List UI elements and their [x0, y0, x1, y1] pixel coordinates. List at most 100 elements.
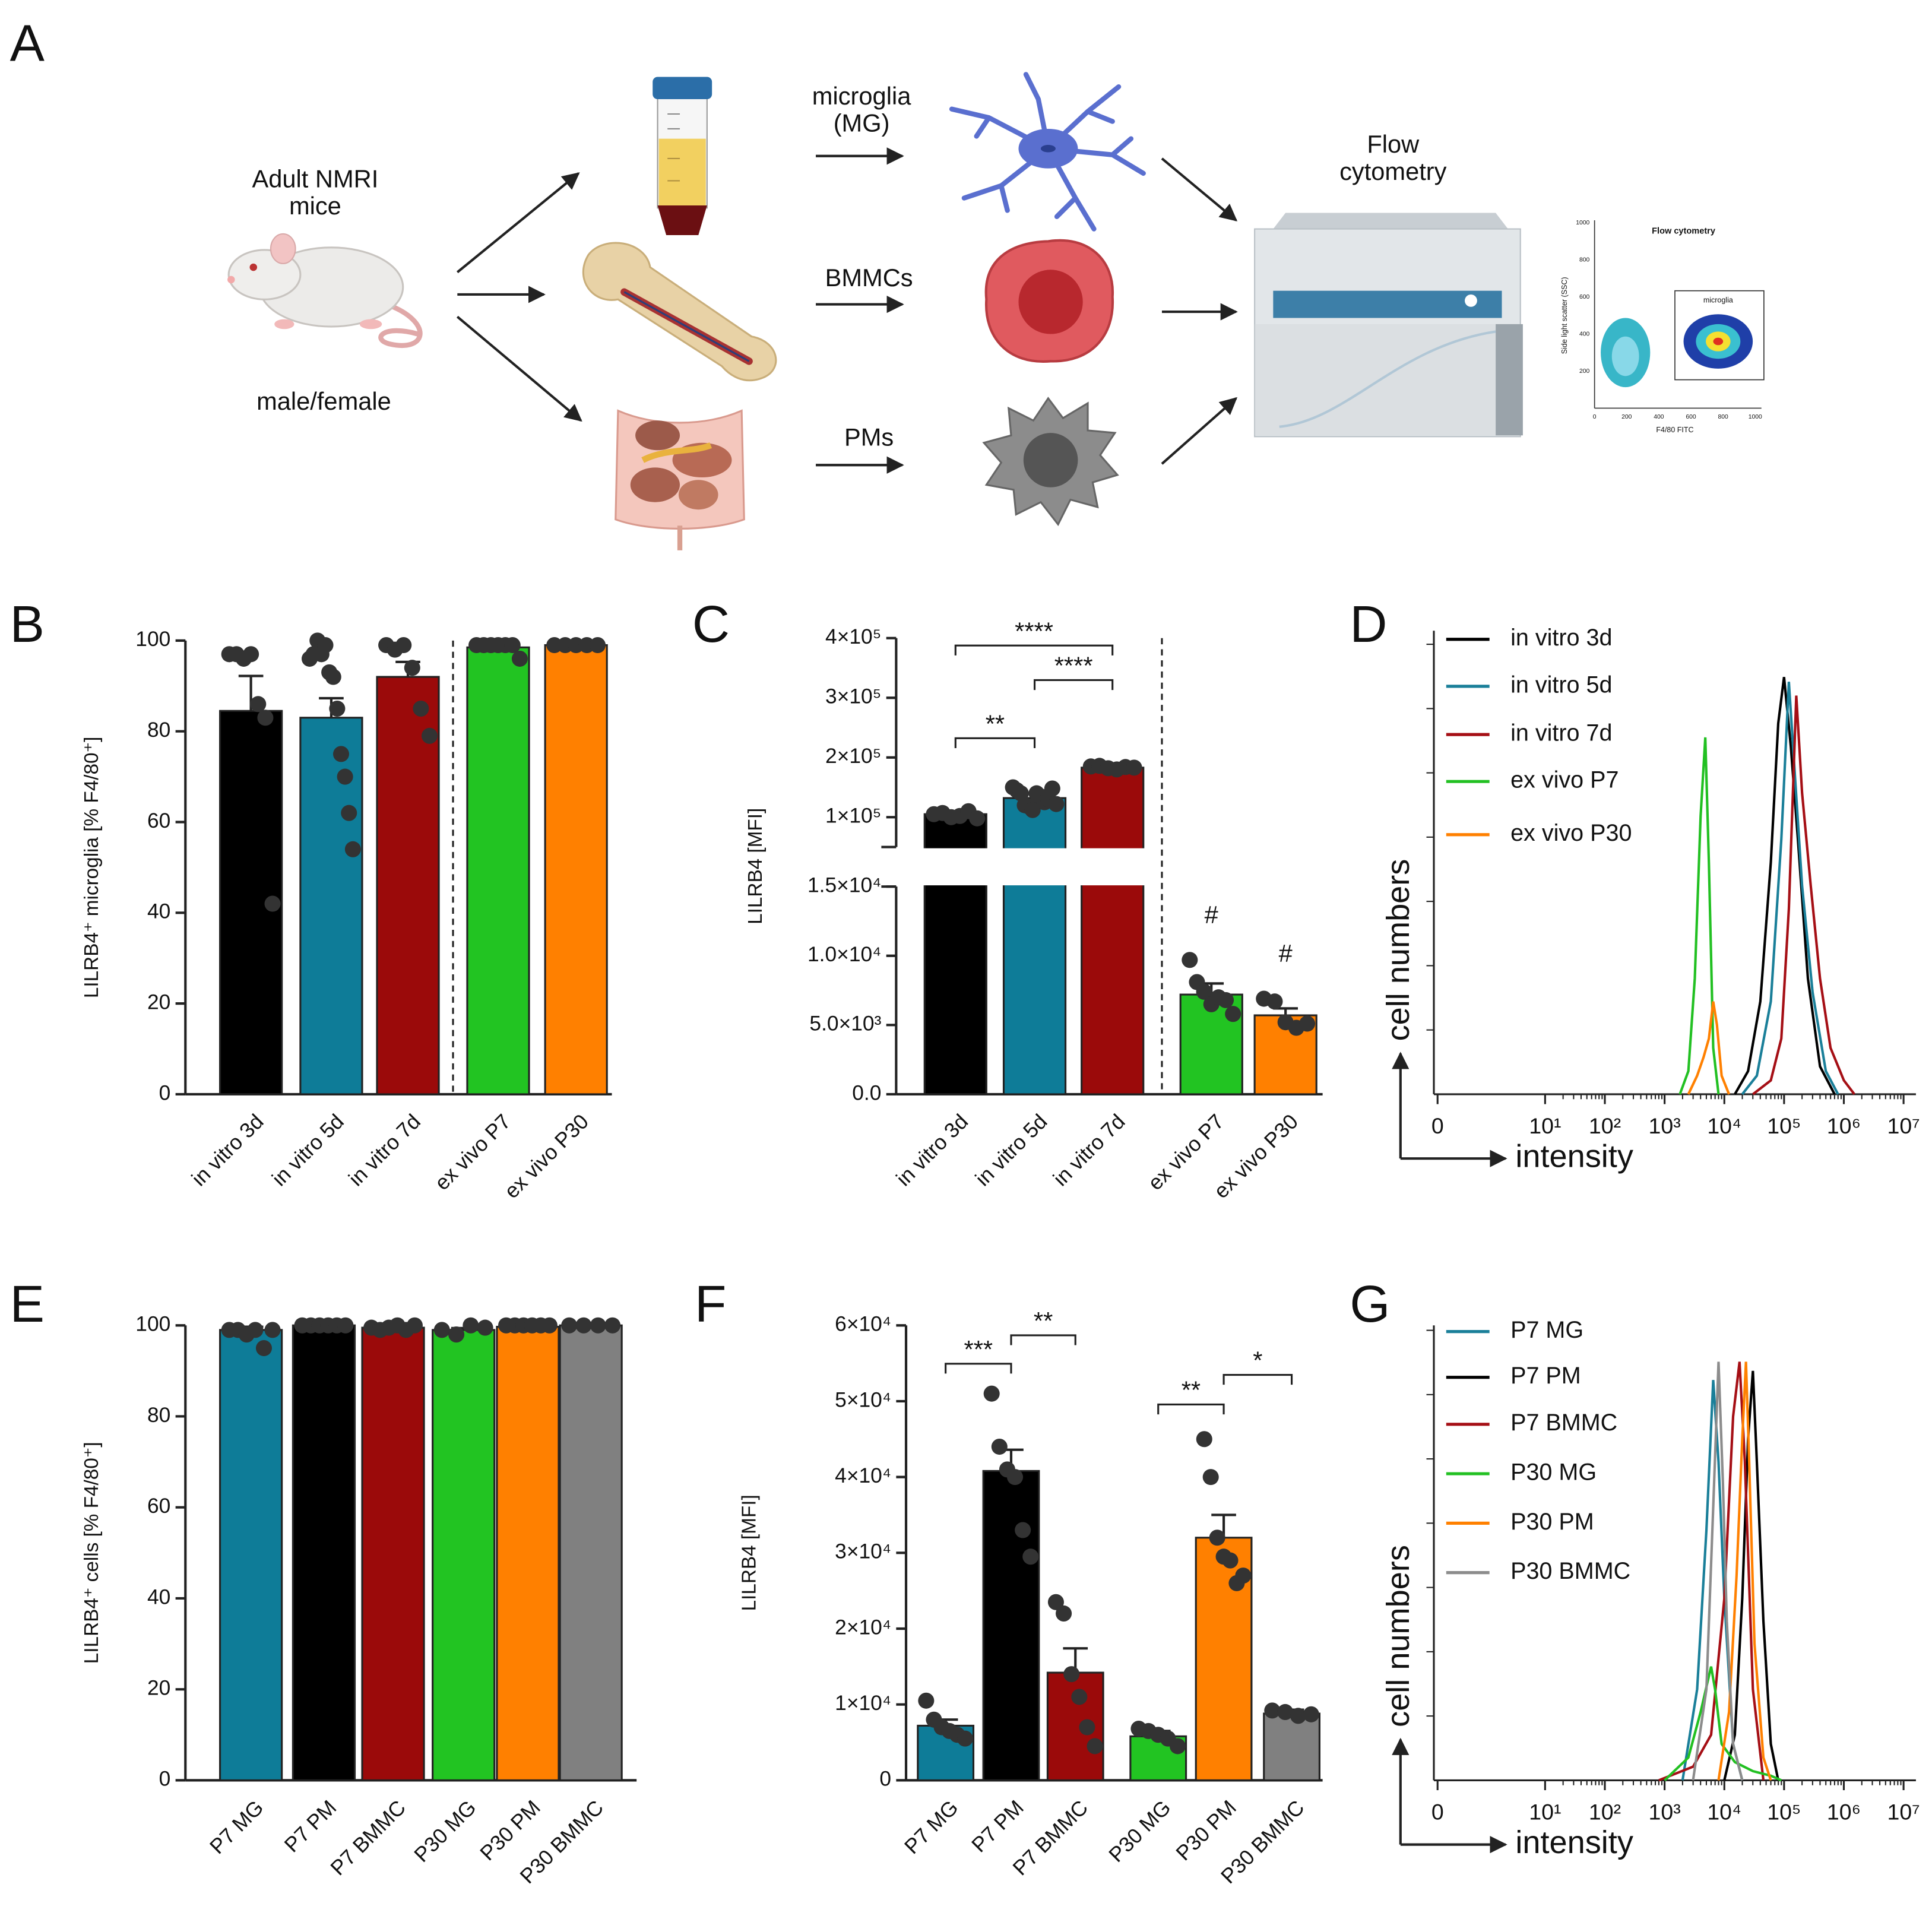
legend-label: P30 PM [1510, 1509, 1594, 1535]
cell-label: microglia [812, 82, 911, 110]
cell-label: PMs [844, 423, 894, 451]
y-tick-label: 6×10⁴ [835, 1313, 891, 1336]
mice-label: Adult NMRI [252, 164, 378, 192]
data-point [957, 1730, 973, 1747]
bar [219, 1329, 283, 1781]
histogram-line [1741, 682, 1839, 1095]
data-point [918, 1692, 935, 1709]
bar [292, 1324, 356, 1781]
inset-x-tick: 0 [1593, 414, 1597, 420]
panel-label: A [10, 14, 45, 72]
x-tick-label: P7 BMMC [326, 1796, 410, 1880]
data-point [1087, 1738, 1103, 1755]
x-tick-label: 0 [1431, 1113, 1444, 1138]
data-point [255, 1340, 273, 1357]
y-tick-label: 60 [147, 1494, 170, 1518]
x-tick-label: 0 [1431, 1799, 1444, 1824]
data-point [1290, 1708, 1307, 1724]
data-point [1044, 780, 1060, 797]
x-tick-label: 10⁷ [1887, 1799, 1920, 1824]
data-point [264, 1322, 281, 1338]
data-point [1225, 1006, 1241, 1022]
y-axis-label: LILRB4⁺ microglia [% F4/80⁺] [81, 737, 103, 998]
data-point [341, 805, 357, 821]
y-tick-label: 40 [147, 900, 170, 923]
inset-y-tick: 1000 [1576, 220, 1589, 226]
intestine-illustration [615, 409, 745, 550]
histogram-line [1734, 677, 1836, 1095]
inset-x-tick: 200 [1621, 414, 1632, 420]
inset-xlabel: F4/80 FITC [1656, 426, 1693, 434]
x-tick-label: ex vivo P30 [500, 1110, 593, 1203]
bmmc-illustration [984, 239, 1114, 363]
data-point [1024, 802, 1041, 818]
data-point [337, 768, 353, 785]
legend-label: in vitro 5d [1510, 672, 1612, 698]
data-point [332, 746, 350, 762]
sex-label: male/female [256, 387, 391, 415]
data-point [1235, 1568, 1252, 1584]
inset-plot: Flow cytometry microglia Side light scat… [1560, 220, 1765, 434]
data-point [329, 700, 346, 717]
y-tick-label: 80 [147, 718, 170, 742]
data-point [983, 1385, 1000, 1402]
bone-illustration [582, 242, 777, 382]
inset-gate-label: microglia [1703, 296, 1733, 305]
histogram-line [1658, 1361, 1765, 1782]
data-point [1218, 992, 1234, 1008]
axis-break-gap [898, 848, 1325, 886]
x-tick-label: 10⁴ [1707, 1799, 1741, 1824]
x-tick-label: 10² [1589, 1113, 1621, 1138]
legend-label: P7 PM [1510, 1363, 1581, 1389]
significance-bracket [1222, 1373, 1293, 1385]
x-tick-label: 10⁶ [1827, 1113, 1861, 1138]
data-point [421, 727, 438, 744]
data-point [1264, 1702, 1281, 1719]
y-tick-label: 2×10⁵ [825, 745, 881, 768]
data-point [264, 895, 281, 912]
x-tick-label: 10⁴ [1707, 1113, 1741, 1138]
instrument-label: cytometry [1339, 157, 1447, 185]
data-point [590, 636, 606, 654]
data-point [1063, 1666, 1080, 1683]
panel-label: E [10, 1275, 45, 1333]
x-tick-label: in vitro 3d [188, 1110, 268, 1190]
x-tick-label: in vitro 3d [892, 1110, 973, 1190]
y-tick-label: 1.0×10⁴ [807, 943, 881, 966]
mouse-illustration [227, 233, 423, 349]
x-tick-label: P7 MG [205, 1796, 268, 1858]
significance-label: **** [1054, 652, 1093, 680]
significance-label: **** [1015, 617, 1053, 645]
x-tick-label: 10² [1589, 1799, 1621, 1824]
y-tick-label: 0 [159, 1081, 171, 1104]
bar [559, 1324, 623, 1781]
y-tick-label: 3×10⁵ [825, 685, 881, 708]
y-tick-label: 40 [147, 1585, 170, 1608]
x-tick-label: in vitro 5d [268, 1110, 349, 1190]
significance-label: *** [964, 1335, 993, 1363]
x-tick-label: 10⁵ [1767, 1799, 1801, 1824]
legend-label: P30 MG [1510, 1459, 1597, 1486]
data-point [406, 1317, 423, 1334]
significance-bracket [945, 1363, 1012, 1374]
y-tick-label: 3×10⁴ [835, 1540, 891, 1563]
inset-ylabel: Side light scatter (SSC) [1560, 277, 1569, 354]
y-tick-label: 0 [159, 1768, 171, 1791]
data-point [511, 650, 528, 667]
inset-title: Flow cytometry [1652, 227, 1716, 236]
y-axis-label: LILRB4⁺ cells [% F4/80⁺] [81, 1442, 103, 1664]
y-tick-label: 4×10⁵ [825, 625, 881, 648]
y-axis-label: cell numbers [1380, 1545, 1416, 1727]
data-point [344, 841, 361, 857]
y-tick-label: 1×10⁴ [835, 1692, 891, 1715]
data-point [1047, 1594, 1064, 1610]
data-point [504, 636, 521, 654]
significance-bracket [954, 737, 1036, 748]
x-tick-label: 10⁷ [1887, 1113, 1920, 1138]
cell-label: (MG) [834, 109, 890, 137]
x-tick-label: P7 PM [967, 1796, 1028, 1857]
data-point [463, 1317, 479, 1334]
y-axis-label: cell numbers [1380, 859, 1416, 1041]
data-point [1007, 1469, 1024, 1486]
bar [544, 644, 608, 1095]
